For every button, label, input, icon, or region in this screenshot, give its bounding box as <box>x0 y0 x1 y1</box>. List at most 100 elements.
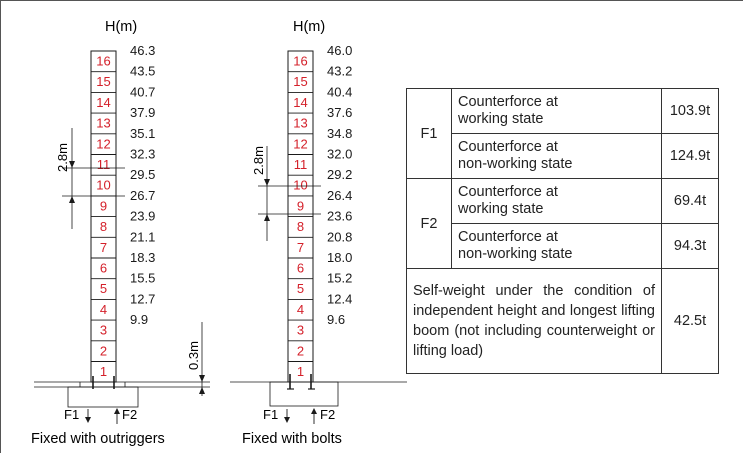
height-label: 21.1 <box>130 229 155 244</box>
table-row: Counterforce at non-working state 94.3t <box>407 223 719 269</box>
height-label: 9.9 <box>130 312 148 327</box>
row-desc-line1: Counterforce at <box>458 139 558 155</box>
row-desc-line1: Counterforce at <box>458 184 558 200</box>
section-number: 9 <box>297 198 304 213</box>
height-label: 12.4 <box>327 291 352 306</box>
right-axis-label: H(m) <box>293 19 325 35</box>
right-section-dimension: 2.8m <box>251 146 266 175</box>
f1-group-label: F1 <box>406 88 452 179</box>
left-base-arrow-down <box>199 375 205 382</box>
height-label: 32.3 <box>130 147 155 162</box>
section-number: 14 <box>96 95 110 110</box>
height-label: 26.7 <box>130 188 155 203</box>
right-height-labels: 46.0 43.2 40.4 37.6 34.8 32.0 29.2 26.4 23.6 20.8… <box>327 43 352 327</box>
section-number: 9 <box>100 198 107 213</box>
height-label: 12.7 <box>130 291 155 306</box>
left-f1-arrow <box>85 417 91 423</box>
self-weight-note: Self-weight under the condition of indep… <box>406 268 662 374</box>
height-label: 26.4 <box>327 188 352 203</box>
section-number: 13 <box>293 116 307 131</box>
section-number: 15 <box>96 74 110 89</box>
left-base-dimension: 0.3m <box>186 341 201 370</box>
height-label: 37.9 <box>130 105 155 120</box>
left-section-dimension: 2.8m <box>55 143 70 172</box>
section-number: 11 <box>97 157 111 172</box>
section-number: 12 <box>96 136 110 151</box>
right-f2-arrow <box>311 408 317 414</box>
self-weight-value: 42.5t <box>661 268 719 374</box>
section-number: 6 <box>100 261 107 276</box>
f2-group-label: F2 <box>406 178 452 269</box>
section-number: 3 <box>297 323 304 338</box>
row-desc-line2: working state <box>458 111 544 127</box>
section-number: 2 <box>100 343 107 358</box>
section-number: 16 <box>96 54 110 69</box>
row-value: 103.9t <box>661 88 719 134</box>
height-label: 18.0 <box>327 250 352 265</box>
section-number: 8 <box>297 219 304 234</box>
right-diagram: H(m) 16 15 14 13 12 11 10 9 8 7 6 5 4 3 2 1 46.0 43.2 40.… <box>230 19 407 447</box>
row-desc-line2: working state <box>458 201 544 217</box>
section-number: 7 <box>297 240 304 255</box>
right-f1-arrow <box>284 417 290 423</box>
section-number: 16 <box>293 54 307 69</box>
left-force-f1: F1 <box>64 407 79 422</box>
section-number: 15 <box>293 74 307 89</box>
section-number: 7 <box>100 240 107 255</box>
left-axis-label: H(m) <box>105 19 137 35</box>
row-description: Counterforce at working state <box>451 178 662 224</box>
row-value: 69.4t <box>661 178 719 224</box>
height-label: 32.0 <box>327 147 352 162</box>
height-label: 18.3 <box>130 250 155 265</box>
section-number: 2 <box>297 343 304 358</box>
table-row: F2 Counterforce at working state 69.4t <box>406 178 719 269</box>
left-dim-arrow-down <box>69 161 75 168</box>
row-desc-line2: non-working state <box>458 246 573 262</box>
right-dim-arrow-up <box>264 214 270 221</box>
height-label: 46.3 <box>130 43 155 58</box>
section-number: 10 <box>96 178 110 193</box>
section-number: 4 <box>297 302 304 317</box>
section-number: 1 <box>100 364 107 379</box>
section-number: 11 <box>294 157 308 172</box>
height-label: 23.9 <box>130 209 155 224</box>
row-description: Counterforce at working state <box>451 88 662 134</box>
height-label: 40.7 <box>130 84 155 99</box>
right-force-f2: F2 <box>320 407 335 422</box>
row-description: Counterforce at non-working state <box>451 223 662 269</box>
row-value: 94.3t <box>661 223 719 269</box>
right-dim-arrow-down <box>264 179 270 186</box>
table-row: F1 Counterforce at working state 103.9t <box>406 88 719 179</box>
section-number: 1 <box>297 364 304 379</box>
row-desc-line1: Counterforce at <box>458 229 558 245</box>
right-force-f1: F1 <box>263 407 278 422</box>
height-label: 15.5 <box>130 271 155 286</box>
height-label: 29.2 <box>327 167 352 182</box>
height-label: 20.8 <box>327 229 352 244</box>
left-caption: Fixed with outriggers <box>31 431 165 447</box>
height-label: 29.5 <box>130 167 155 182</box>
section-number: 14 <box>293 95 307 110</box>
left-force-f2: F2 <box>122 407 137 422</box>
height-label: 43.5 <box>130 64 155 79</box>
section-number: 5 <box>100 281 107 296</box>
height-label: 43.2 <box>327 64 352 79</box>
left-dim-arrow-up <box>69 196 75 203</box>
height-label: 9.6 <box>327 312 345 327</box>
section-number: 5 <box>297 281 304 296</box>
section-number: 3 <box>100 323 107 338</box>
left-base-arrow-up <box>199 387 205 394</box>
height-label: 15.2 <box>327 271 352 286</box>
table-row: Self-weight under the condition of indep… <box>406 268 719 374</box>
force-table: F1 Counterforce at working state 103.9t … <box>406 88 719 374</box>
row-description: Counterforce at non-working state <box>451 133 662 179</box>
section-number: 10 <box>293 178 307 193</box>
row-desc-line1: Counterforce at <box>458 94 558 110</box>
left-mast-sections: 16 15 14 13 12 11 10 9 8 7 6 5 4 3 2 1 <box>91 54 116 379</box>
left-foundation <box>67 386 139 408</box>
right-caption: Fixed with bolts <box>242 431 342 447</box>
left-height-labels: 46.3 43.5 40.7 37.9 35.1 32.3 29.5 26.7 23.9 21.1… <box>130 43 155 327</box>
height-label: 46.0 <box>327 43 352 58</box>
